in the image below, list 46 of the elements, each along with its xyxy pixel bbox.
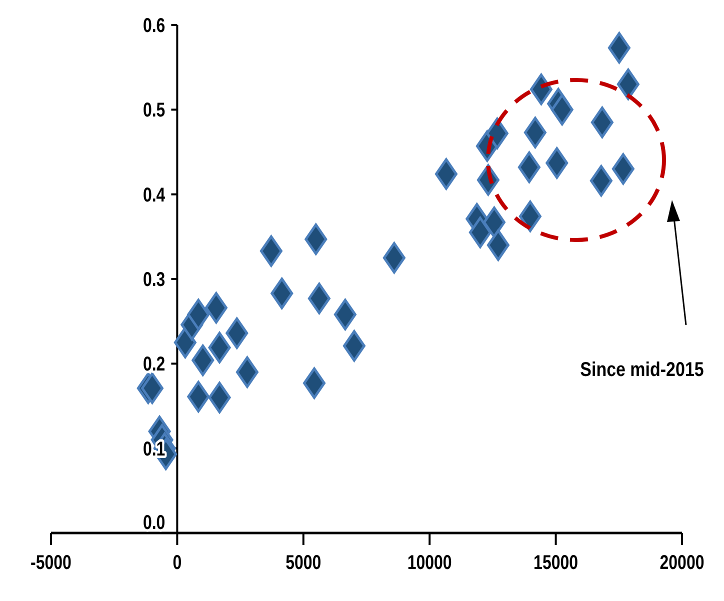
x-tick-label: -5000 — [30, 551, 72, 574]
point — [590, 106, 614, 138]
point — [550, 94, 574, 126]
point — [382, 242, 406, 274]
point — [482, 206, 506, 238]
point — [590, 165, 612, 197]
point — [486, 118, 508, 150]
point — [192, 344, 214, 376]
point — [608, 32, 630, 64]
point — [524, 116, 546, 148]
point — [334, 298, 356, 330]
point — [304, 223, 328, 255]
y-tick-label: 0.6 — [142, 14, 166, 36]
x-tick-label: 15000 — [534, 551, 578, 574]
point — [518, 200, 542, 232]
point — [208, 332, 231, 364]
point — [270, 278, 294, 310]
point — [260, 235, 282, 267]
point — [468, 216, 492, 248]
point — [518, 151, 540, 183]
point — [226, 317, 248, 349]
point — [204, 292, 228, 324]
annotation: Since mid-2015 — [580, 358, 704, 380]
point — [486, 229, 510, 261]
y-tick-label: 0.4 — [142, 184, 166, 206]
point — [342, 330, 366, 362]
point — [546, 147, 568, 179]
y-tick-label: 0.0 — [142, 511, 166, 534]
point — [187, 380, 210, 412]
point — [308, 282, 330, 314]
point — [303, 367, 326, 399]
point — [616, 68, 640, 100]
x-tick-label: 0 — [172, 551, 182, 574]
point — [612, 153, 634, 185]
x-tick-label: 5000 — [286, 551, 322, 574]
y-tick-label: 0.2 — [142, 353, 166, 376]
point — [140, 372, 164, 404]
point — [530, 74, 552, 106]
x-tick-label: 10000 — [407, 551, 452, 574]
y-tick-label: 0.5 — [142, 99, 166, 122]
point — [236, 356, 258, 388]
x-tick-label: 20000 — [660, 551, 704, 574]
point — [187, 298, 210, 330]
point — [434, 158, 458, 190]
y-tick-label: 0.3 — [142, 268, 166, 290]
point — [208, 382, 231, 414]
